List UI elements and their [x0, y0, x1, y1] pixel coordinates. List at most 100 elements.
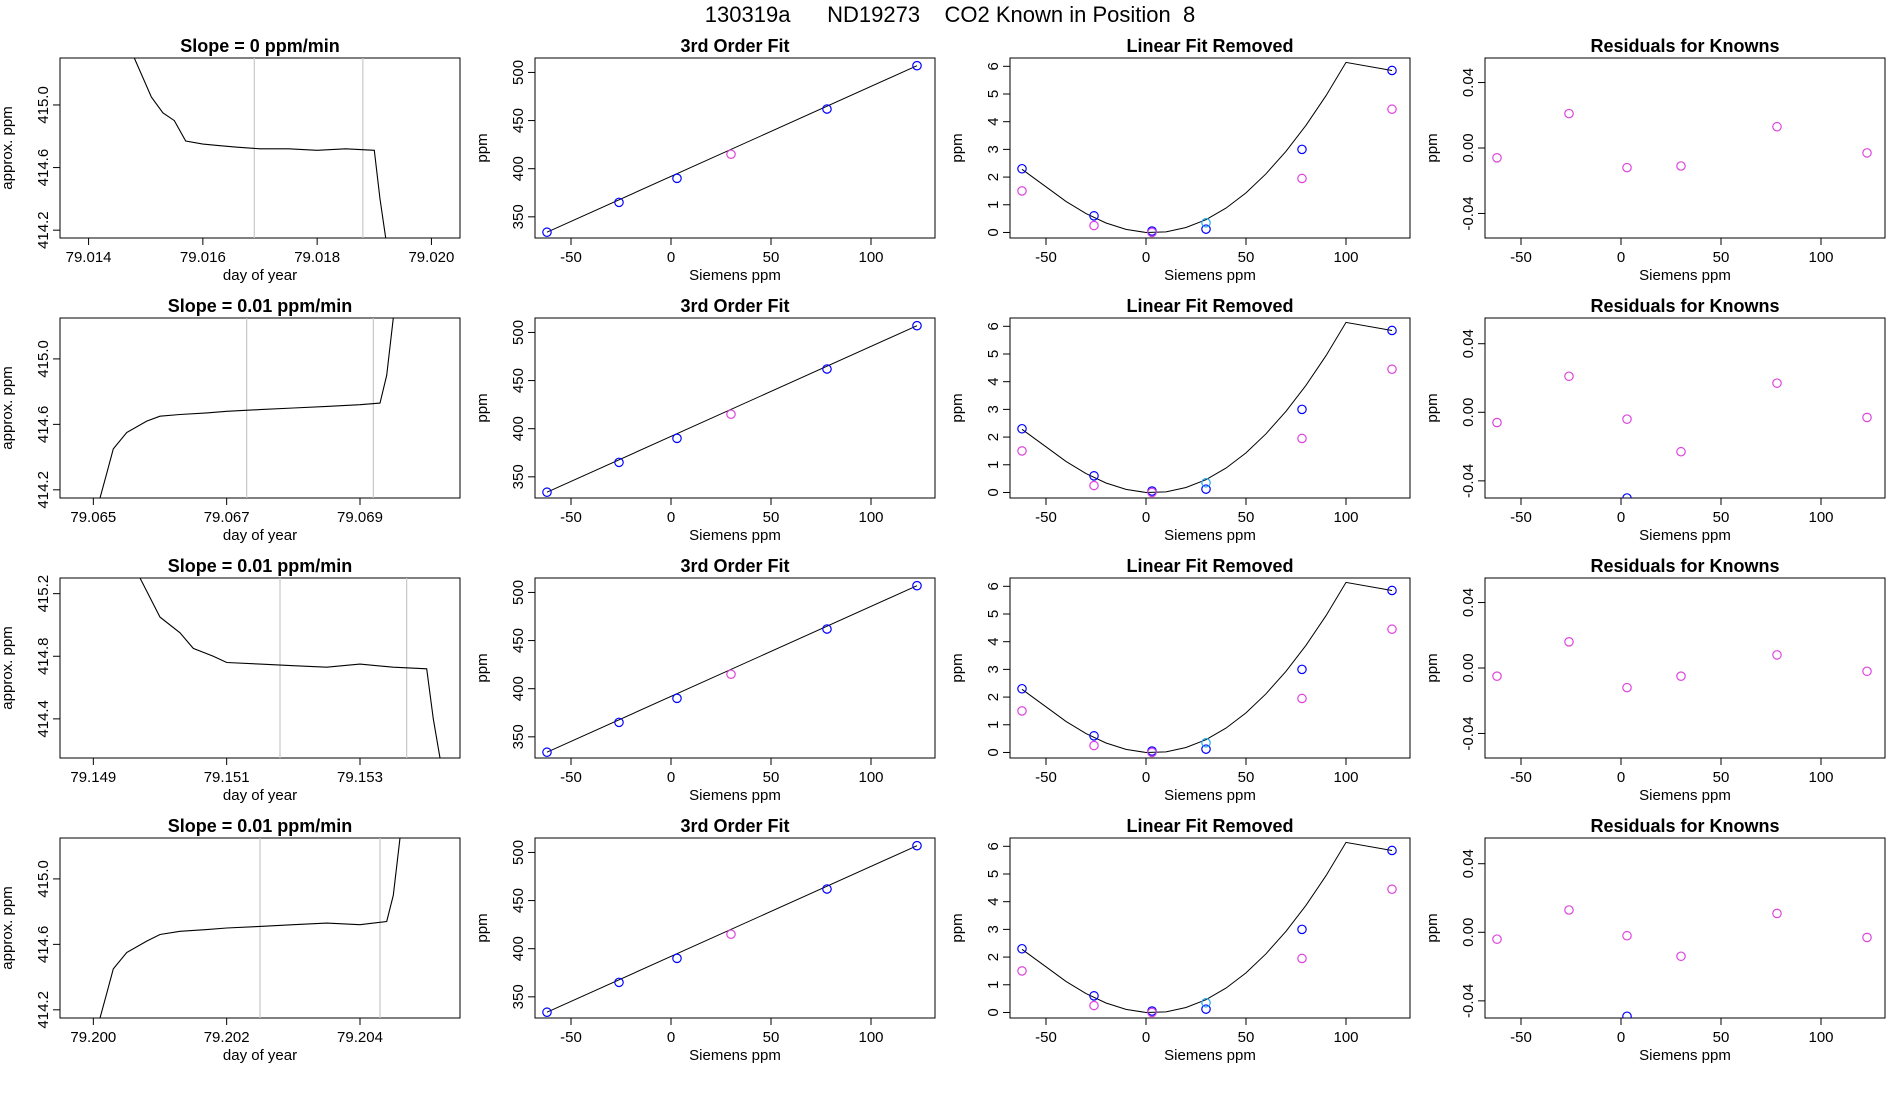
panel-r2-c1: Slope = 0.01 ppm/min 79.065 79.067 79.069 41…: [0, 296, 461, 544]
y-tick-label: 414.6: [35, 149, 52, 187]
data-point-magenta: [726, 409, 736, 420]
y-tick-label: 0.04: [1460, 849, 1477, 878]
y-tick-label: 0.00: [1460, 133, 1477, 162]
x-tick-label: 79.065: [70, 509, 116, 526]
data-point-blue: [1201, 224, 1211, 234]
data-point-blue: [822, 104, 832, 114]
data-point-magenta: [1862, 932, 1872, 943]
y-tick-label: 450: [510, 108, 527, 133]
x-tick-label: -50: [560, 1029, 582, 1046]
fit-curve: [1021, 321, 1393, 494]
data-point-cyan: [1201, 737, 1211, 748]
fit-line: [546, 65, 918, 233]
data-point-magenta: [1017, 186, 1027, 196]
x-tick-label: 79.149: [70, 769, 116, 786]
y-axis-label: ppm: [949, 393, 966, 422]
y-axis-label: ppm: [474, 133, 491, 162]
panel-title: Residuals for Knowns: [1590, 36, 1779, 56]
plot-frame: [1009, 837, 1411, 1019]
panel-r3-c3: Linear Fit Removed -50 0 50 100 0 1 2 3 4 5 6 Siemen…: [949, 556, 1411, 804]
concentration-trace: [139, 578, 441, 758]
x-tick-label: 100: [1333, 249, 1358, 266]
data-point-magenta: [1089, 1000, 1099, 1011]
y-tick-label: 3: [985, 405, 1002, 413]
data-point-blue: [1089, 991, 1099, 1001]
fit-line: [546, 845, 918, 1013]
y-tick-label: 350: [510, 204, 527, 229]
x-tick-label: 50: [1238, 769, 1255, 786]
y-tick-label: 2: [985, 173, 1002, 181]
panel-title: Linear Fit Removed: [1126, 296, 1293, 316]
data-point-magenta: [1772, 378, 1782, 388]
x-tick-label: 0: [1142, 1029, 1150, 1046]
panel-r2-c4: Residuals for Knowns -50 0 50 100 -0.04 0.00 0.…: [1424, 296, 1886, 544]
data-point-cyan: [1201, 997, 1211, 1008]
plot-frame: [1009, 317, 1411, 499]
y-tick-label: 0.00: [1460, 918, 1477, 947]
x-tick-label: 50: [1713, 509, 1730, 526]
plot-area: [99, 838, 401, 1018]
data-point-blue: [1201, 1004, 1211, 1014]
data-point-magenta: [726, 669, 736, 680]
panel-r1-c4: Residuals for Knowns -50 0 50 100 -0.04 0.00 0.…: [1424, 36, 1886, 284]
x-tick-label: 79.200: [70, 1029, 116, 1046]
plot-frame: [1009, 57, 1411, 239]
fit-line: [546, 585, 918, 753]
y-tick-label: 4: [985, 638, 1002, 646]
y-tick-label: 5: [985, 610, 1002, 618]
x-axis-label: day of year: [223, 1047, 297, 1064]
x-tick-label: 100: [1808, 249, 1833, 266]
panel-r3-c2: 3rd Order Fit -50 0 50 100 350 400 450 500 Siemen…: [474, 556, 936, 804]
x-tick-label: 50: [1713, 769, 1730, 786]
panel-title: Residuals for Knowns: [1590, 816, 1779, 836]
y-tick-label: 415.2: [35, 575, 52, 613]
plot-frame: [59, 317, 461, 499]
panel-title: Slope = 0.01 ppm/min: [168, 556, 353, 576]
y-tick-label: 3: [985, 925, 1002, 933]
x-axis-label: Siemens ppm: [1639, 267, 1731, 284]
data-point-magenta: [1492, 153, 1502, 163]
data-point-blue: [1017, 943, 1027, 954]
data-point-blue: [614, 197, 624, 208]
data-point-magenta: [1676, 446, 1686, 457]
data-point-blue: [672, 173, 682, 184]
panel-r1-c1: Slope = 0 ppm/min 79.014 79.016 79.018 79.02…: [0, 36, 461, 284]
data-point-blue: [822, 884, 832, 894]
x-tick-label: 0: [1617, 769, 1625, 786]
y-tick-label: 1: [985, 721, 1002, 729]
y-tick-label: 500: [510, 60, 527, 85]
plot-frame: [1484, 577, 1886, 759]
x-tick-label: 100: [858, 769, 883, 786]
data-point-magenta: [1089, 220, 1099, 231]
y-tick-label: 6: [985, 582, 1002, 590]
data-point-magenta: [1564, 905, 1574, 915]
data-point-magenta: [1772, 121, 1782, 132]
y-tick-label: 4: [985, 118, 1002, 126]
panel-r4-c2: 3rd Order Fit -50 0 50 100 350 400 450 500 Siemen…: [474, 816, 936, 1064]
x-tick-label: -50: [1035, 1029, 1057, 1046]
x-tick-label: -50: [1510, 509, 1532, 526]
panel-r4-c3: Linear Fit Removed -50 0 50 100 0 1 2 3 4 5 6 Siemen…: [949, 816, 1411, 1064]
x-tick-label: 0: [667, 1029, 675, 1046]
y-tick-label: 5: [985, 350, 1002, 358]
plot-area: [1492, 905, 1872, 1018]
y-axis-label: ppm: [1424, 393, 1441, 422]
data-point-magenta: [1387, 624, 1397, 635]
x-axis-label: Siemens ppm: [1639, 1047, 1731, 1064]
data-point-blue: [912, 60, 922, 71]
plot-area: [1492, 108, 1872, 173]
data-point-blue: [912, 320, 922, 331]
x-tick-label: 0: [1142, 509, 1150, 526]
y-tick-label: 2: [985, 953, 1002, 961]
y-tick-label: 0: [985, 748, 1002, 756]
y-tick-label: 414.6: [35, 926, 52, 964]
data-point-blue: [672, 693, 682, 704]
x-tick-label: 100: [858, 249, 883, 266]
x-tick-label: 100: [858, 509, 883, 526]
plot-frame: [59, 577, 461, 759]
x-axis-label: Siemens ppm: [689, 527, 781, 544]
x-tick-label: -50: [560, 769, 582, 786]
data-point-magenta: [1017, 966, 1027, 976]
y-tick-label: 6: [985, 842, 1002, 850]
y-tick-label: -0.04: [1460, 984, 1477, 1018]
